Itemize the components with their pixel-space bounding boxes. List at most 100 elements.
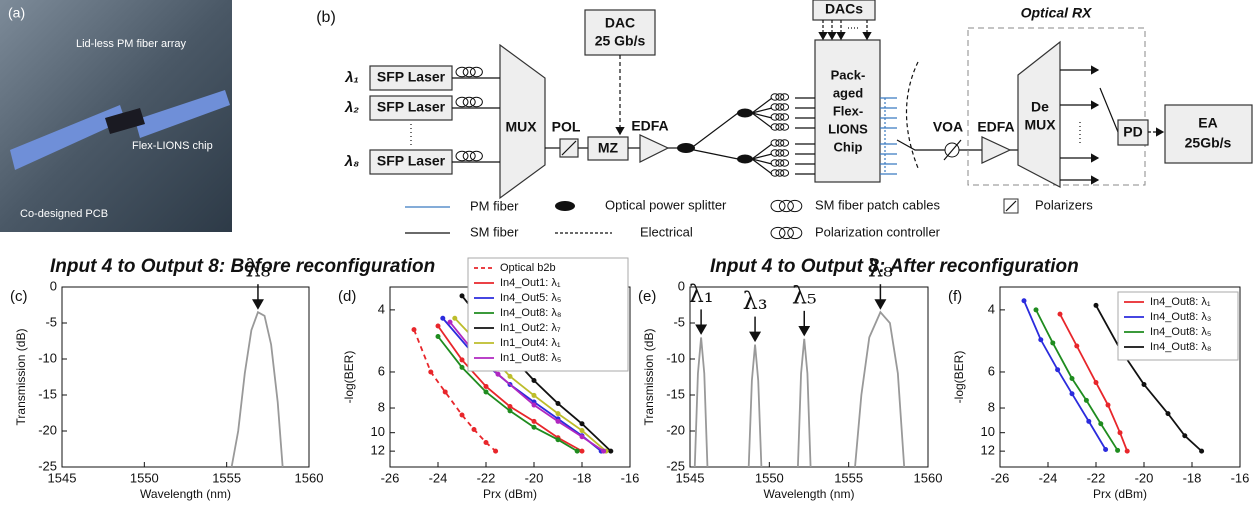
coil [780,103,790,111]
coil [469,66,483,78]
voa-label: VOA [933,119,963,135]
data-point [442,389,448,395]
laser-wavelength: λ₁ [344,69,359,86]
coil [462,96,476,108]
fiber [751,153,773,160]
laser-wavelength: λ₂ [344,99,359,116]
laser [369,149,453,175]
legend-label: SM fiber [470,224,519,239]
laser-label: SFP Laser [377,99,446,115]
fiber [751,112,773,119]
ea-label: EA [1198,115,1217,131]
pol-label: POL [552,119,581,135]
coil [775,93,785,101]
legend-label: In4_Out8: λ₈ [500,307,561,319]
polarizer-mark [561,140,577,156]
data-point [1083,397,1089,403]
y-tick-label: 0 [678,278,685,293]
data-point [1165,411,1171,417]
legend-label: In4_Out1: λ₁ [500,277,561,289]
panel-label: (b) [316,9,336,26]
data-point [555,401,561,407]
dac-label: 25 Gb/s [595,33,646,49]
data-point [531,424,537,430]
fiber [751,107,773,114]
fiber-array [135,90,230,138]
data-point [1055,367,1061,373]
demux-label: De [1031,99,1049,115]
rx-title: Optical RX [1021,5,1093,21]
data-point [440,315,446,321]
data-point [507,408,513,414]
switch [896,139,935,151]
data-point [459,357,465,363]
data-point [1103,446,1109,452]
y-tick-label: 6 [988,363,995,378]
data-point [1105,402,1111,408]
x-tick-label: -22 [1087,470,1106,485]
laser-label: SFP Laser [377,153,446,169]
data-line [1023,300,1107,450]
legend-label: Polarization controller [815,224,941,239]
data-point [507,404,513,410]
coil [770,93,780,101]
data-point [579,448,585,454]
data-point [1199,448,1205,454]
data-point [1141,382,1147,388]
y-tick-label: -25 [38,458,57,473]
fiber [751,158,773,165]
chip-shape [105,108,145,134]
coil [469,96,483,108]
y-tick-label: 10 [371,424,385,439]
fiber [751,158,773,175]
data-point [1115,447,1121,453]
x-axis-label: Wavelength (nm) [140,487,231,501]
annotation: λ₈ [868,255,893,283]
dac-label: DAC [605,15,635,31]
x-axis-label: Prx (dBm) [1093,487,1147,501]
data-point [531,418,537,424]
x-tick-label: -24 [429,470,448,485]
data-point [1086,418,1092,424]
x-tick-label: -26 [991,470,1010,485]
data-point [579,434,585,440]
fiber [751,143,773,160]
data-point [483,383,489,389]
panel-label: (f) [948,288,962,305]
chip-label: Flex- [833,103,863,118]
x-axis-label: Prx (dBm) [483,487,537,501]
data-point [1098,421,1104,427]
annotation: λ₃ [743,287,768,315]
data-point [1057,311,1063,317]
data-point [579,421,585,427]
data-point [1069,375,1075,381]
coil [455,66,469,78]
coil [780,93,790,101]
panel-label: (a) [8,5,25,21]
legend-label: In4_Out8: λ₈ [1150,341,1211,353]
annotation: λ₈ [246,255,271,283]
ea [1164,104,1253,164]
legend-label: Polarizers [1035,197,1093,212]
legend-label: Optical b2b [500,262,556,274]
y-tick-label: 10 [981,424,995,439]
x-tick-label: 1560 [914,470,943,485]
fiber [693,149,739,160]
mz-label: MZ [598,140,619,156]
coil [775,139,785,147]
splitter [737,108,753,118]
data-point [555,411,561,417]
x-tick-label: -20 [525,470,544,485]
y-tick-label: -20 [666,422,685,437]
data-line [230,310,284,468]
data-point [531,392,537,398]
diagram: (b) MUX POL MZ DAC 25 Gb/s EDFA Pack- ag… [316,0,1253,239]
y-tick-label: -10 [38,350,57,365]
data-point [601,448,607,454]
data-point [1182,433,1188,439]
data-point [459,293,465,299]
legend-box [1117,291,1239,361]
demux [1017,40,1061,188]
coil [462,150,476,162]
